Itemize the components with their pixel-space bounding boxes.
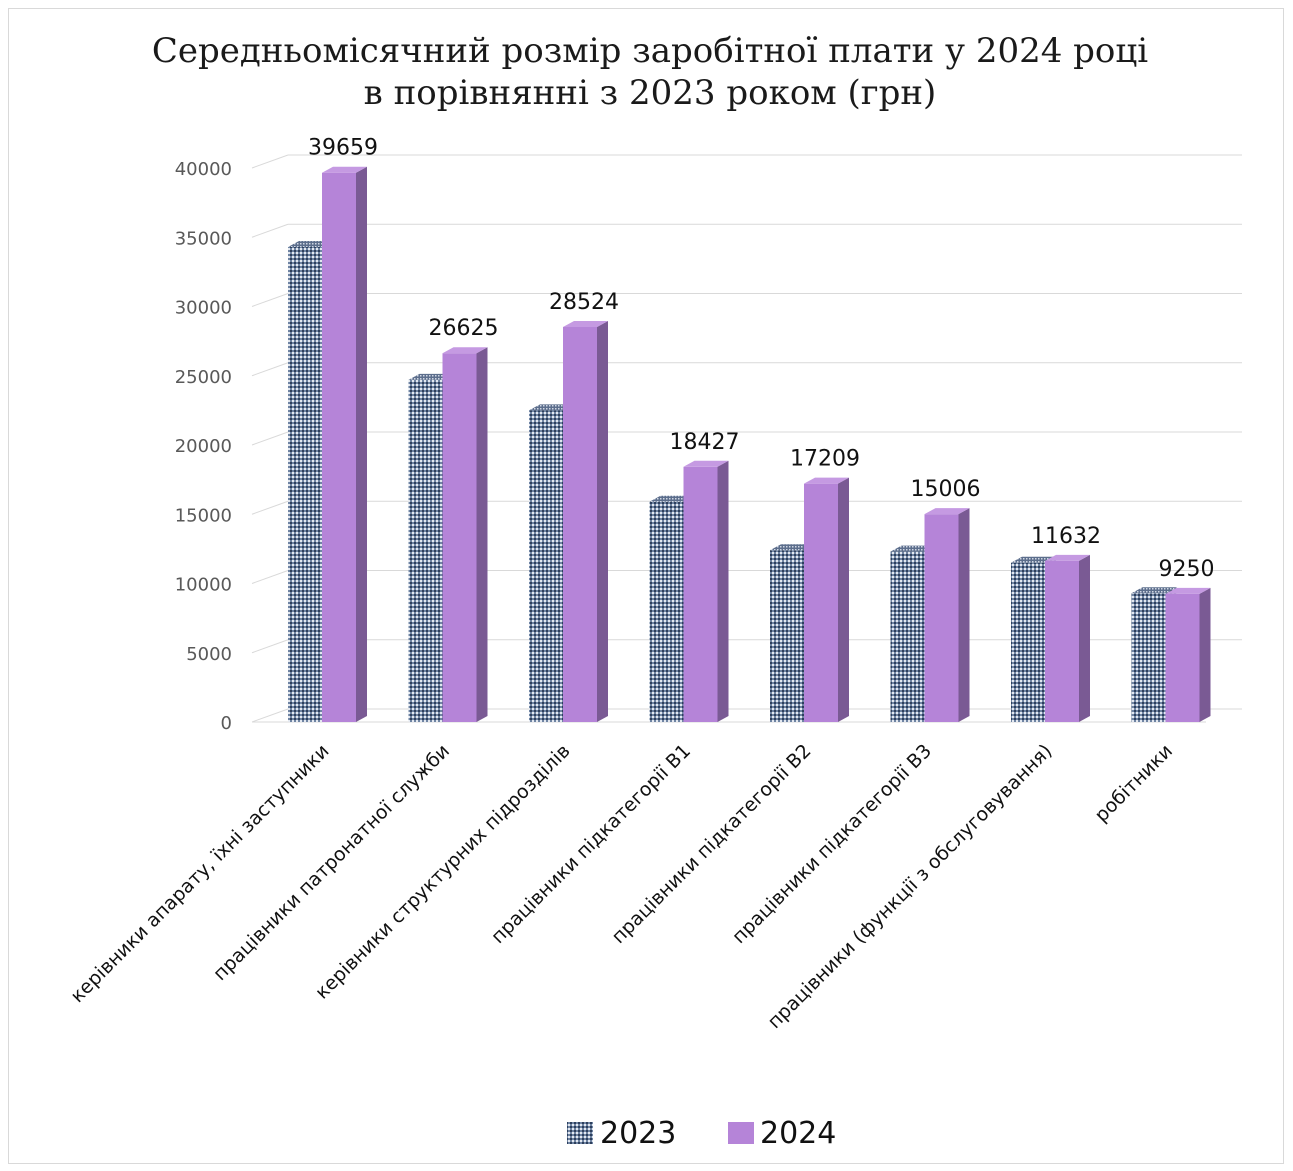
chart-title: Середньомісячний розмір заробітної плати…	[152, 31, 1148, 113]
bar-2024-front	[924, 514, 959, 722]
bar-2023-top	[1131, 587, 1177, 594]
gridline-diag	[251, 431, 289, 446]
gridline-diag	[251, 223, 289, 238]
y-tick-label: 40000	[175, 159, 232, 180]
bar-2024-front	[1165, 593, 1200, 722]
bar-2024-front	[563, 326, 597, 722]
bar-2024	[563, 320, 608, 722]
bar-2023-top	[288, 240, 333, 247]
bar-2024	[1165, 587, 1211, 722]
legend: 2023 2024	[567, 1116, 836, 1151]
data-label: 9250	[1159, 557, 1215, 582]
bar-2023-top	[649, 495, 695, 502]
bars	[288, 166, 1211, 723]
bar-2024	[683, 460, 729, 722]
bar-2023-front	[288, 246, 322, 722]
legend-swatch-2023	[567, 1122, 593, 1144]
x-tick-label: працівники підкатегорії В3	[728, 740, 936, 948]
y-tick-label: 0	[221, 713, 232, 734]
bar-2024-front	[442, 353, 477, 722]
data-label: 11632	[1031, 524, 1101, 549]
y-tick-label: 35000	[175, 228, 232, 249]
gridline-diag	[251, 570, 289, 584]
bar-2024-top	[804, 477, 849, 484]
bar-2023-front	[649, 501, 684, 722]
data-labels: 39659 26625 28524 18427 17209 15006 11632 9250	[308, 136, 1215, 582]
bar-2024-side	[958, 508, 970, 722]
legend-swatch-2024	[728, 1122, 754, 1144]
y-tick-label: 30000	[175, 298, 232, 319]
x-tick-label: працівники патронатної служби	[209, 740, 454, 985]
bar-2024-top	[1045, 554, 1090, 561]
bar-2024-side	[717, 460, 729, 722]
x-tick-label: керівники апарату, їхні заступники	[66, 740, 333, 1007]
x-tick-label: керівники структурних підрозділів	[311, 740, 575, 1004]
bar-2023-front	[1131, 593, 1166, 722]
bar-2023-front	[770, 550, 804, 722]
gridline-diag	[251, 708, 289, 723]
chart-title-line-2: в порівнянні з 2023 роком (грн)	[364, 73, 937, 113]
bar-2024-top	[924, 508, 970, 515]
bar-2023-front	[529, 410, 563, 722]
gridline-diag	[251, 293, 289, 307]
bar-2024-top	[442, 347, 488, 354]
bar-2023-top	[529, 404, 574, 411]
bar-2024-side	[1079, 554, 1090, 722]
gridline-diag	[251, 362, 289, 377]
bar-2024	[804, 477, 849, 722]
bar-2024-side	[597, 320, 608, 722]
data-label: 15006	[911, 477, 981, 502]
x-axis-labels: керівники апарату, їхні заступникипраців…	[66, 740, 1177, 1033]
data-label: 26625	[429, 316, 499, 341]
bar-2024	[322, 166, 367, 723]
x-tick-label: працівники (функції з обслуговування)	[764, 740, 1057, 1033]
bar-2023-top	[890, 545, 936, 552]
bar-2023-top	[770, 544, 815, 551]
y-axis-ticks: 0 5000 10000 15000 20000 25000 30000 35000 40000	[175, 159, 232, 734]
bar-2024-top	[1165, 587, 1211, 594]
gridline-diag	[251, 639, 289, 654]
bar-2024-front	[1045, 560, 1079, 722]
bar-2023-top	[1011, 556, 1056, 563]
data-label: 17209	[790, 447, 860, 472]
bar-2024-top	[322, 166, 367, 173]
bar-2024-side	[476, 347, 488, 722]
y-tick-label: 10000	[175, 575, 232, 596]
y-tick-label: 25000	[175, 367, 232, 388]
bar-2024-front	[683, 466, 718, 722]
bar-2024-side	[1199, 587, 1211, 722]
bar-2024-front	[804, 483, 838, 722]
chart-title-line-1: Середньомісячний розмір заробітної плати…	[152, 31, 1148, 71]
bar-2024	[924, 508, 970, 722]
data-label: 39659	[308, 136, 378, 161]
bar-2024-front	[322, 172, 356, 723]
legend-label-2023: 2023	[600, 1116, 676, 1151]
bar-2023-front	[890, 551, 925, 722]
x-tick-label: робітники	[1091, 740, 1178, 827]
gridline-diag	[251, 500, 289, 515]
bar-2024	[1045, 554, 1090, 722]
bar-2023-front	[1011, 562, 1045, 722]
x-tick-label: працівники підкатегорії В1	[487, 740, 695, 948]
y-tick-label: 15000	[175, 505, 232, 526]
legend-label-2024: 2024	[760, 1116, 836, 1151]
x-tick-label: працівники підкатегорії В2	[607, 740, 815, 948]
bar-2024	[442, 347, 488, 722]
data-label: 28524	[549, 290, 619, 315]
bar-2024-side	[838, 477, 849, 722]
y-tick-label: 20000	[175, 436, 232, 457]
gridlines	[251, 154, 1242, 723]
bar-2023-front	[408, 379, 443, 722]
bar-2023-top	[408, 373, 454, 380]
bar-2024-top	[563, 320, 608, 327]
y-tick-label: 5000	[186, 644, 232, 665]
bar-2024-side	[356, 166, 367, 723]
data-label: 18427	[670, 430, 740, 455]
gridline-diag	[251, 154, 289, 169]
bar-2024-top	[683, 460, 729, 467]
